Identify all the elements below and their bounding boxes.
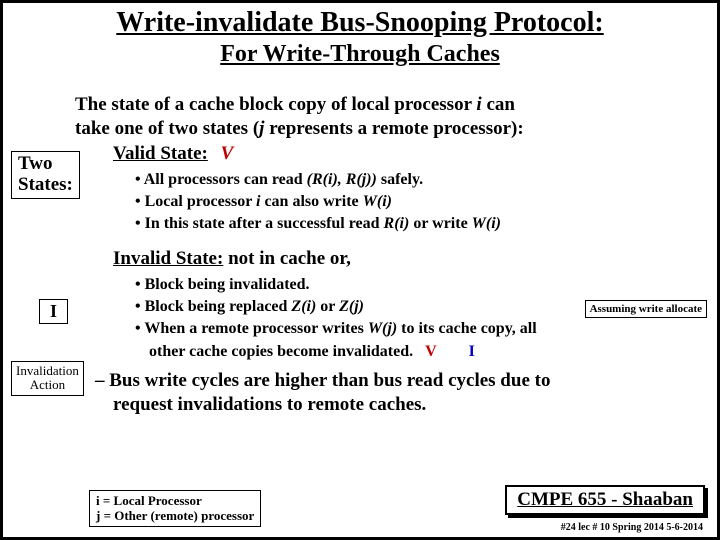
dash-a: – Bus write cycles are higher than bus r… [95, 370, 550, 391]
ib3a: • When a remote processor writes [135, 320, 368, 337]
invalid-state-line: Invalid State: not in cache or, [113, 248, 705, 270]
intro-1a: The state of a cache block copy of local… [75, 94, 476, 115]
invalidation-action-box: Invalidation Action [11, 361, 84, 396]
valid-v: V [213, 143, 234, 164]
vb3it2: W(i) [472, 215, 501, 232]
i-box: I [39, 299, 68, 324]
ib2it1: Z(i) [291, 298, 316, 315]
intro-2a: take one of two states ( [75, 118, 259, 139]
course-box: CMPE 655 - Shaaban [505, 485, 705, 515]
dash-b: request invalidations to remote caches. [95, 394, 426, 415]
ib2it2: Z(j) [339, 298, 364, 315]
ib3c-line: other cache copies become invalidated. V… [135, 341, 705, 363]
ib1: • Block being invalidated. [135, 274, 705, 296]
vb2: • Local processor i can also write W(i) [135, 191, 705, 213]
legend-l1: i = Local Processor [96, 493, 254, 509]
ib3c: other cache copies become invalidated. [149, 343, 413, 360]
i-letter: I [449, 343, 475, 360]
vb2b: can also write [260, 193, 362, 210]
intro-1b: can [482, 94, 515, 115]
assume-box: Assuming write allocate [585, 300, 707, 318]
vb1it: (R(i), R(j)) [307, 171, 377, 188]
v-letter: V [417, 343, 445, 360]
footer-meta: #24 lec # 10 Spring 2014 5-6-2014 [561, 522, 703, 533]
legend-l2: j = Other (remote) processor [96, 508, 254, 524]
ib3: • When a remote processor writes W(j) to… [135, 318, 705, 340]
two-states-box: Two States: [11, 151, 80, 199]
slide-subtitle: For Write-Through Caches [3, 41, 717, 68]
content-area: The state of a cache block copy of local… [15, 93, 705, 417]
intro-text: The state of a cache block copy of local… [75, 93, 705, 141]
intro-2b: represents a remote processor): [264, 118, 523, 139]
dash-note: – Bus write cycles are higher than bus r… [95, 369, 705, 417]
ib2a: • Block being replaced [135, 298, 291, 315]
inval-l1: Invalidation [16, 364, 79, 378]
inval-l2: Action [16, 378, 79, 392]
vb1b: safely. [377, 171, 423, 188]
valid-state-line: Valid State: V [113, 143, 705, 165]
two-states-l2: States: [18, 175, 73, 196]
vb1a: • All processors can read [135, 171, 307, 188]
invalid-label: Invalid State: [113, 248, 223, 269]
vb3: • In this state after a successful read … [135, 213, 705, 235]
vi-transition: V I [417, 343, 475, 360]
vb2it: W(i) [363, 193, 392, 210]
vb1: • All processors can read (R(i), R(j)) s… [135, 169, 705, 191]
ib3b: to its cache copy, all [397, 320, 537, 337]
vb3b: or write [409, 215, 471, 232]
vb3a: • In this state after a successful read [135, 215, 384, 232]
slide-title: Write-invalidate Bus-Snooping Protocol: [3, 7, 717, 39]
vb2a: • Local processor [135, 193, 256, 210]
vb3it1: R(i) [384, 215, 410, 232]
invalid-rest: not in cache or, [223, 248, 351, 269]
valid-bullets: • All processors can read (R(i), R(j)) s… [135, 169, 705, 236]
valid-label: Valid State: [113, 143, 208, 164]
ib3it: W(j) [368, 320, 397, 337]
legend-box: i = Local Processor j = Other (remote) p… [89, 490, 261, 527]
invalid-bullets: • Block being invalidated. • Block being… [135, 274, 705, 364]
two-states-l1: Two [18, 154, 73, 175]
ib2b: or [316, 298, 339, 315]
